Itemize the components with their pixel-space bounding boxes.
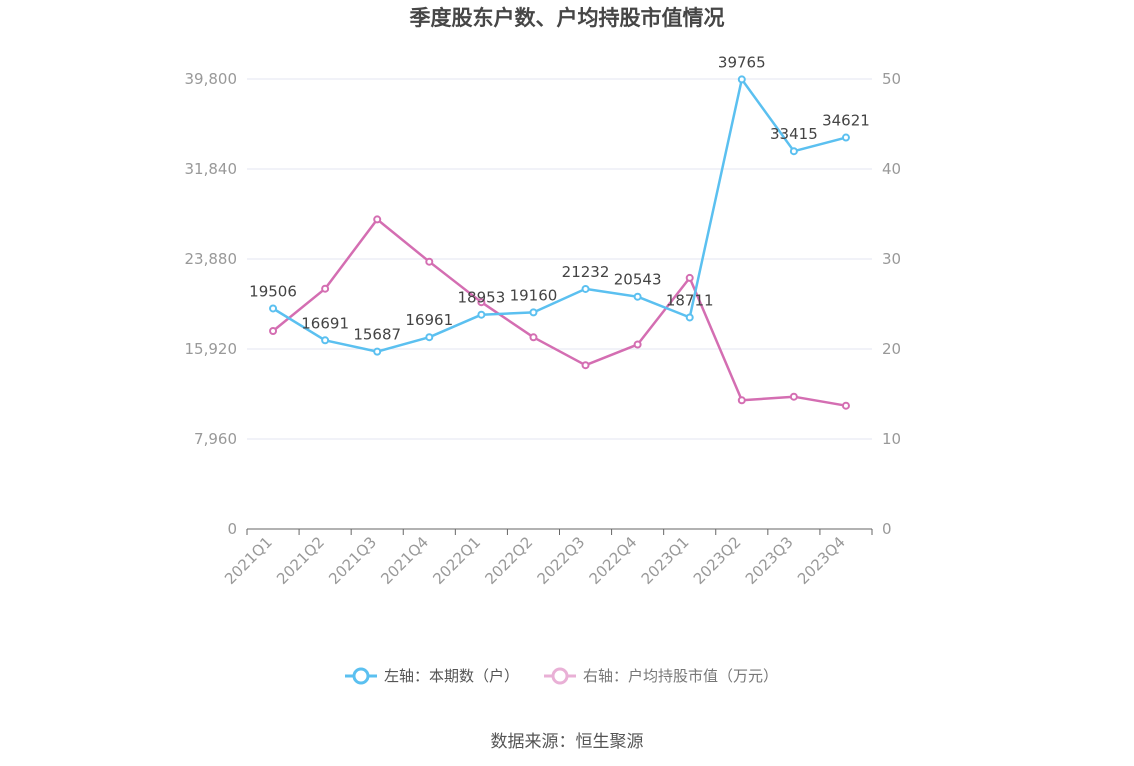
- x-axis-tick-label: 2021Q1: [221, 533, 276, 588]
- point-left: [529, 308, 538, 317]
- series-line-left: [272, 78, 847, 353]
- x-axis-tick-label: 2023Q1: [638, 533, 693, 588]
- grid: [247, 78, 872, 440]
- data-label-left: 33415: [770, 125, 818, 143]
- x-axis-tick-label: 2021Q4: [377, 533, 432, 588]
- point-left: [425, 333, 434, 342]
- x-axis-tick-label: 2022Q2: [481, 533, 536, 588]
- point-left: [321, 336, 330, 345]
- left-axis-tick-label: 31,840: [185, 160, 238, 178]
- point-left: [841, 133, 850, 142]
- data-label-left: 34621: [822, 112, 870, 130]
- point-right: [477, 298, 486, 307]
- legend-label-left: 左轴：本期数（户）: [384, 667, 519, 685]
- data-label-left: 15687: [353, 326, 401, 344]
- legend-item-left-series[interactable]: 左轴：本期数（户）: [345, 667, 519, 685]
- data-label-left: 20543: [614, 271, 662, 289]
- point-right: [321, 284, 330, 293]
- data-label-left: 19506: [249, 282, 297, 300]
- point-left: [373, 347, 382, 356]
- series: [269, 75, 850, 410]
- series-line-right: [272, 218, 847, 407]
- x-axis-tick-label: 2021Q2: [273, 533, 328, 588]
- point-left: [685, 313, 694, 322]
- x-axis-tick-label: 2022Q4: [586, 533, 641, 588]
- point-right: [269, 327, 278, 335]
- legend-marker-left: [352, 667, 370, 685]
- point-left: [581, 284, 590, 293]
- data-label-left: 21232: [562, 263, 610, 281]
- data-label-left: 18953: [458, 289, 506, 307]
- right-axis-tick-label: 20: [882, 340, 901, 358]
- point-left: [737, 75, 746, 84]
- point-left: [633, 292, 642, 301]
- left-axis-tick-label: 7,960: [194, 430, 237, 448]
- left-axis-tick-label: 15,920: [185, 340, 238, 358]
- point-left: [477, 310, 486, 319]
- right-axis-tick-label: 30: [882, 250, 901, 268]
- point-right: [373, 215, 382, 224]
- point-right: [789, 392, 798, 401]
- x-axis-tick-label: 2023Q3: [742, 533, 797, 588]
- point-right: [841, 401, 850, 410]
- data-label-left: 39765: [718, 53, 766, 71]
- left-axis-tick-label: 0: [227, 520, 237, 538]
- data-label-left: 18711: [666, 291, 714, 309]
- source-note: 数据来源：恒生聚源: [491, 732, 644, 752]
- legend: 左轴：本期数（户） 右轴：户均持股市值（万元）: [345, 667, 778, 685]
- data-label-left: 19160: [510, 286, 558, 304]
- point-left: [269, 304, 278, 313]
- chart-title: 季度股东户数、户均持股市值情况: [410, 6, 725, 30]
- point-right: [581, 361, 590, 370]
- left-axis-tick-label: 39,800: [185, 70, 238, 88]
- right-axis-tick-label: 10: [882, 430, 901, 448]
- point-right: [685, 273, 694, 282]
- x-axis-tick-label: 2022Q1: [429, 533, 484, 588]
- point-right: [425, 257, 434, 266]
- x-axis-tick-label: 2023Q4: [794, 533, 849, 588]
- point-right: [529, 333, 538, 342]
- legend-marker-right: [551, 667, 569, 685]
- point-right: [737, 396, 746, 405]
- point-right: [633, 340, 642, 349]
- right-axis-tick-label: 0: [882, 520, 892, 538]
- point-left: [789, 147, 798, 156]
- legend-item-right-series[interactable]: 右轴：户均持股市值（万元）: [544, 667, 778, 685]
- x-axis-tick-label: 2022Q3: [534, 533, 589, 588]
- data-label-left: 16691: [301, 314, 349, 332]
- data-label-left: 16961: [405, 311, 453, 329]
- legend-label-right: 右轴：户均持股市值（万元）: [583, 667, 778, 685]
- x-axis-tick-label: 2021Q3: [325, 533, 380, 588]
- right-axis-tick-label: 40: [882, 160, 901, 178]
- x-axis-tick-label: 2023Q2: [690, 533, 745, 588]
- right-axis-tick-label: 50: [882, 70, 901, 88]
- left-axis-tick-label: 23,880: [185, 250, 238, 268]
